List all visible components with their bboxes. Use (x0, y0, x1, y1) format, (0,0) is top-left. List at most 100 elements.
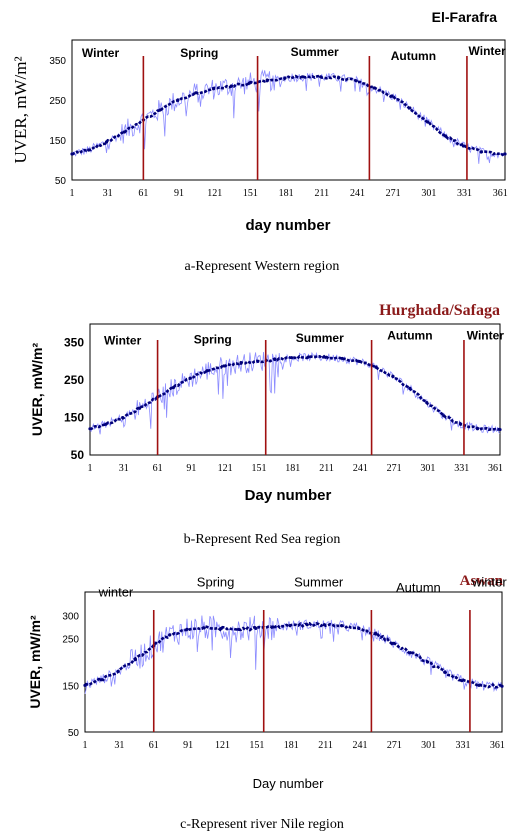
plot-frame (84, 591, 503, 733)
mean-data-point (391, 641, 395, 645)
x-tick-label: 211 (319, 463, 334, 474)
x-tick-label: 31 (119, 463, 129, 474)
mean-data-point (70, 152, 74, 156)
mean-data-point (503, 152, 507, 156)
season-label: Winter (82, 46, 120, 60)
mean-data-point (425, 401, 429, 405)
figure-caption: a-Represent Western region (185, 259, 340, 274)
chart-title: El-Farafra (432, 9, 498, 25)
x-axis-label: Day number (253, 776, 324, 791)
x-tick-label: 301 (421, 740, 436, 751)
mean-data-point (256, 359, 260, 364)
mean-data-point (500, 684, 504, 688)
x-tick-label: 91 (186, 463, 196, 474)
season-label: Spring (194, 332, 232, 346)
figure-caption: b-Represent Red Sea region (184, 532, 341, 547)
mean-data-point (247, 81, 251, 85)
x-tick-label: 331 (454, 463, 469, 474)
y-tick-label: 250 (64, 373, 84, 387)
x-tick-label: 121 (215, 740, 230, 751)
y-tick-label: 150 (64, 411, 84, 425)
x-tick-label: 61 (149, 740, 159, 751)
chart-title: Hurghada/Safaga (379, 302, 500, 319)
x-tick-label: 271 (387, 740, 402, 751)
mean-data-point (290, 356, 294, 360)
mean-data-point (121, 415, 125, 420)
mean-data-point (239, 361, 243, 365)
mean-data-point (271, 625, 275, 629)
mean-data-point (171, 386, 175, 390)
season-label: Winter (469, 44, 507, 58)
mean-data-point (477, 683, 481, 687)
x-tick-label: 91 (183, 740, 193, 751)
mean-data-point (354, 79, 358, 83)
season-label: Autumn (396, 580, 441, 595)
mean-data-point (205, 369, 209, 373)
chart-title: Aswan (460, 573, 504, 589)
mean-data-point (185, 627, 189, 631)
x-tick-label: 121 (218, 463, 233, 474)
mean-data-point (460, 679, 464, 683)
mean-data-point (357, 626, 361, 631)
x-tick-label: 181 (279, 188, 294, 199)
mean-data-point (443, 670, 447, 674)
mean-data-point (219, 626, 223, 631)
mean-data-point (408, 651, 412, 655)
mean-data-point (104, 422, 108, 426)
season-label: Winter (467, 329, 505, 343)
mean-data-point (211, 87, 216, 91)
y-axis-label: UVER, mW/m² (11, 56, 30, 163)
x-tick-label: 331 (456, 740, 471, 751)
season-label: Summer (291, 45, 339, 59)
mean-data-point (104, 140, 109, 144)
y-tick-label: 350 (64, 336, 84, 350)
x-tick-label: 181 (284, 740, 299, 751)
x-axis-label: Day number (245, 487, 332, 504)
mean-data-point (336, 76, 341, 80)
x-tick-label: 61 (153, 463, 163, 474)
x-tick-label: 301 (421, 188, 436, 199)
mean-data-point (458, 422, 463, 426)
y-axis-label: UVER, mW/m² (27, 615, 43, 709)
y-tick-label: 50 (55, 176, 67, 187)
season-label: winter (471, 574, 507, 589)
x-tick-label: 361 (488, 463, 503, 474)
y-tick-label: 250 (62, 635, 79, 646)
mean-data-point (188, 376, 192, 380)
x-tick-label: 91 (174, 188, 184, 199)
mean-data-point (236, 627, 241, 631)
x-tick-label: 151 (251, 463, 266, 474)
x-tick-label: 271 (387, 463, 402, 474)
mean-data-point (374, 632, 378, 636)
mean-data-point (222, 364, 226, 368)
mean-data-point (254, 626, 258, 631)
x-tick-label: 181 (285, 463, 300, 474)
x-tick-label: 151 (243, 188, 258, 199)
mean-data-point (194, 91, 198, 95)
x-tick-label: 271 (386, 188, 401, 199)
mean-data-point (340, 624, 344, 628)
plot-frame (71, 39, 506, 181)
mean-data-point (273, 357, 277, 362)
mean-data-point (323, 355, 328, 359)
y-tick-label: 300 (62, 611, 79, 622)
daily-series-line (71, 69, 506, 164)
y-tick-label: 50 (68, 728, 80, 739)
y-tick-label: 350 (49, 56, 66, 67)
mean-data-point (426, 120, 430, 124)
x-tick-label: 361 (490, 740, 505, 751)
chart-panel-1: El-Farafra 1 31 61 91 121 151 181 211 241 271 301 33… (11, 9, 508, 274)
plot-frame (89, 323, 501, 456)
mean-data-point (425, 660, 430, 664)
mean-data-point (283, 76, 287, 80)
chart-panel-2: Hurghada/Safaga 1 31 61 91 121 151 181 211 241 271… (29, 302, 504, 547)
x-tick-label: 211 (314, 188, 329, 199)
mean-data-point (374, 365, 378, 369)
mean-data-point (99, 678, 103, 682)
mean-data-point (229, 84, 234, 88)
mean-series-line (89, 354, 501, 432)
season-label: Autumn (391, 49, 436, 63)
season-label: Spring (180, 46, 218, 60)
mean-data-point (265, 79, 269, 83)
mean-data-point (122, 130, 126, 134)
